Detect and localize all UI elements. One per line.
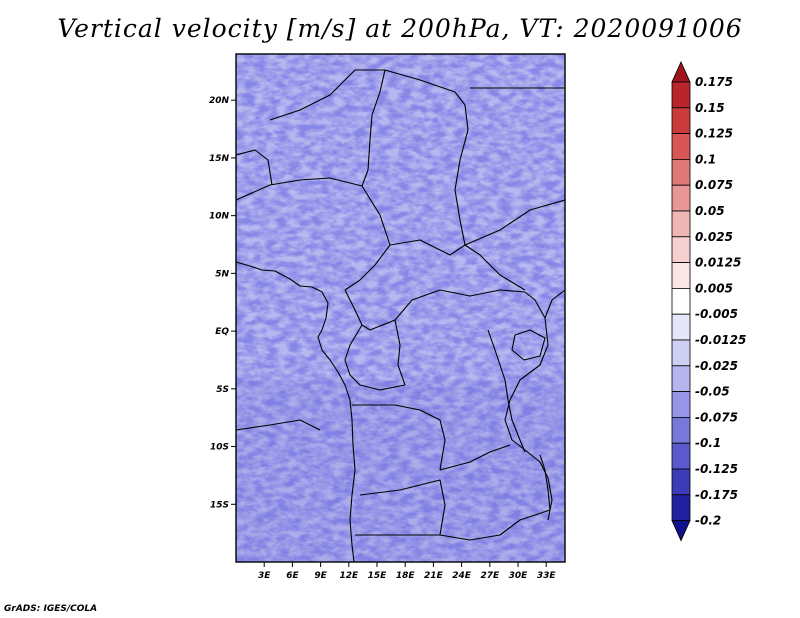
- x-tick-label: 24E: [452, 571, 472, 581]
- x-tick-label: 9E: [314, 571, 327, 581]
- colorbar-label: 0.05: [695, 204, 725, 218]
- x-tick-label: 12E: [339, 571, 359, 581]
- y-tick-label: 10S: [210, 443, 229, 453]
- colorbar-swatch: [671, 287, 691, 315]
- colorbar-swatch: [671, 313, 691, 341]
- y-tick-label: EQ: [215, 327, 229, 337]
- colorbar-swatch: [671, 416, 691, 444]
- colorbar-swatch: [671, 391, 691, 418]
- x-tick-label: 15E: [368, 571, 388, 581]
- x-tick-label: 30E: [509, 571, 529, 581]
- colorbar-label: 0.175: [695, 75, 733, 89]
- colorbar-label: 0.1: [695, 152, 716, 166]
- y-tick-label: 15N: [209, 154, 230, 164]
- x-axis: 3E 6E 9E 12E 15E 18E 21E 24E 27E 30E 33E: [258, 562, 556, 581]
- velocity-field: [236, 54, 565, 562]
- colorbar-swatch: [671, 133, 691, 160]
- coastlines-borders: [236, 69, 565, 562]
- colorbar-label: 0.125: [695, 127, 733, 141]
- colorbar-swatch: [671, 236, 691, 264]
- colorbar-swatch: [671, 442, 691, 470]
- x-tick-label: 18E: [396, 571, 416, 581]
- colorbar-label: -0.175: [695, 488, 738, 502]
- colorbar-label: 0.0125: [695, 256, 741, 270]
- colorbar-swatch: [671, 365, 691, 392]
- colorbar-label: -0.005: [695, 307, 738, 321]
- y-axis: 20N 15N 10N 5N EQ 5S 10S 15S: [209, 96, 236, 510]
- colorbar-swatch: [671, 107, 691, 135]
- colorbar-swatch: [671, 468, 691, 496]
- colorbar-label: 0.075: [695, 178, 733, 192]
- colorbar-label: -0.075: [695, 410, 738, 424]
- y-tick-label: 5N: [215, 269, 229, 279]
- colorbar-swatch: [671, 158, 691, 186]
- colorbar-label: 0.005: [695, 281, 733, 295]
- x-tick-label: 33E: [537, 571, 557, 581]
- colorbar-arrow-top: [671, 61, 691, 83]
- y-tick-label: 20N: [209, 96, 230, 106]
- y-tick-label: 15S: [210, 500, 229, 510]
- colorbar-swatch: [671, 210, 691, 238]
- colorbar-label: -0.0125: [695, 333, 746, 347]
- colorbar-label: -0.125: [695, 462, 738, 476]
- y-tick-label: 10N: [209, 212, 230, 222]
- map-frame: [235, 53, 566, 563]
- x-tick-label: 21E: [424, 571, 444, 581]
- colorbar-label: 0.025: [695, 230, 733, 244]
- x-tick-label: 3E: [258, 571, 271, 581]
- colorbar-swatch: [671, 262, 691, 289]
- colorbar-swatch: [671, 184, 691, 212]
- credit-label: GrADS: IGES/COLA: [4, 604, 98, 614]
- y-tick-label: 5S: [216, 385, 229, 395]
- x-tick-label: 27E: [480, 571, 500, 581]
- colorbar-label: -0.025: [695, 359, 738, 373]
- chart-title: Vertical velocity [m/s] at 200hPa, VT: 2…: [57, 14, 743, 43]
- colorbar-label: -0.1: [695, 436, 721, 450]
- colorbar-label: -0.2: [695, 514, 721, 528]
- colorbar-label: -0.05: [695, 385, 730, 399]
- colorbar-swatch: [671, 81, 691, 109]
- colorbar: 0.175 0.15 0.125 0.1 0.075 0.05 0.025 0.0125 0.0…: [671, 61, 746, 542]
- colorbar-label: 0.15: [695, 101, 725, 115]
- colorbar-arrow-bottom: [671, 520, 691, 542]
- colorbar-swatch: [671, 339, 691, 367]
- colorbar-swatch: [671, 494, 691, 521]
- x-tick-label: 6E: [286, 571, 299, 581]
